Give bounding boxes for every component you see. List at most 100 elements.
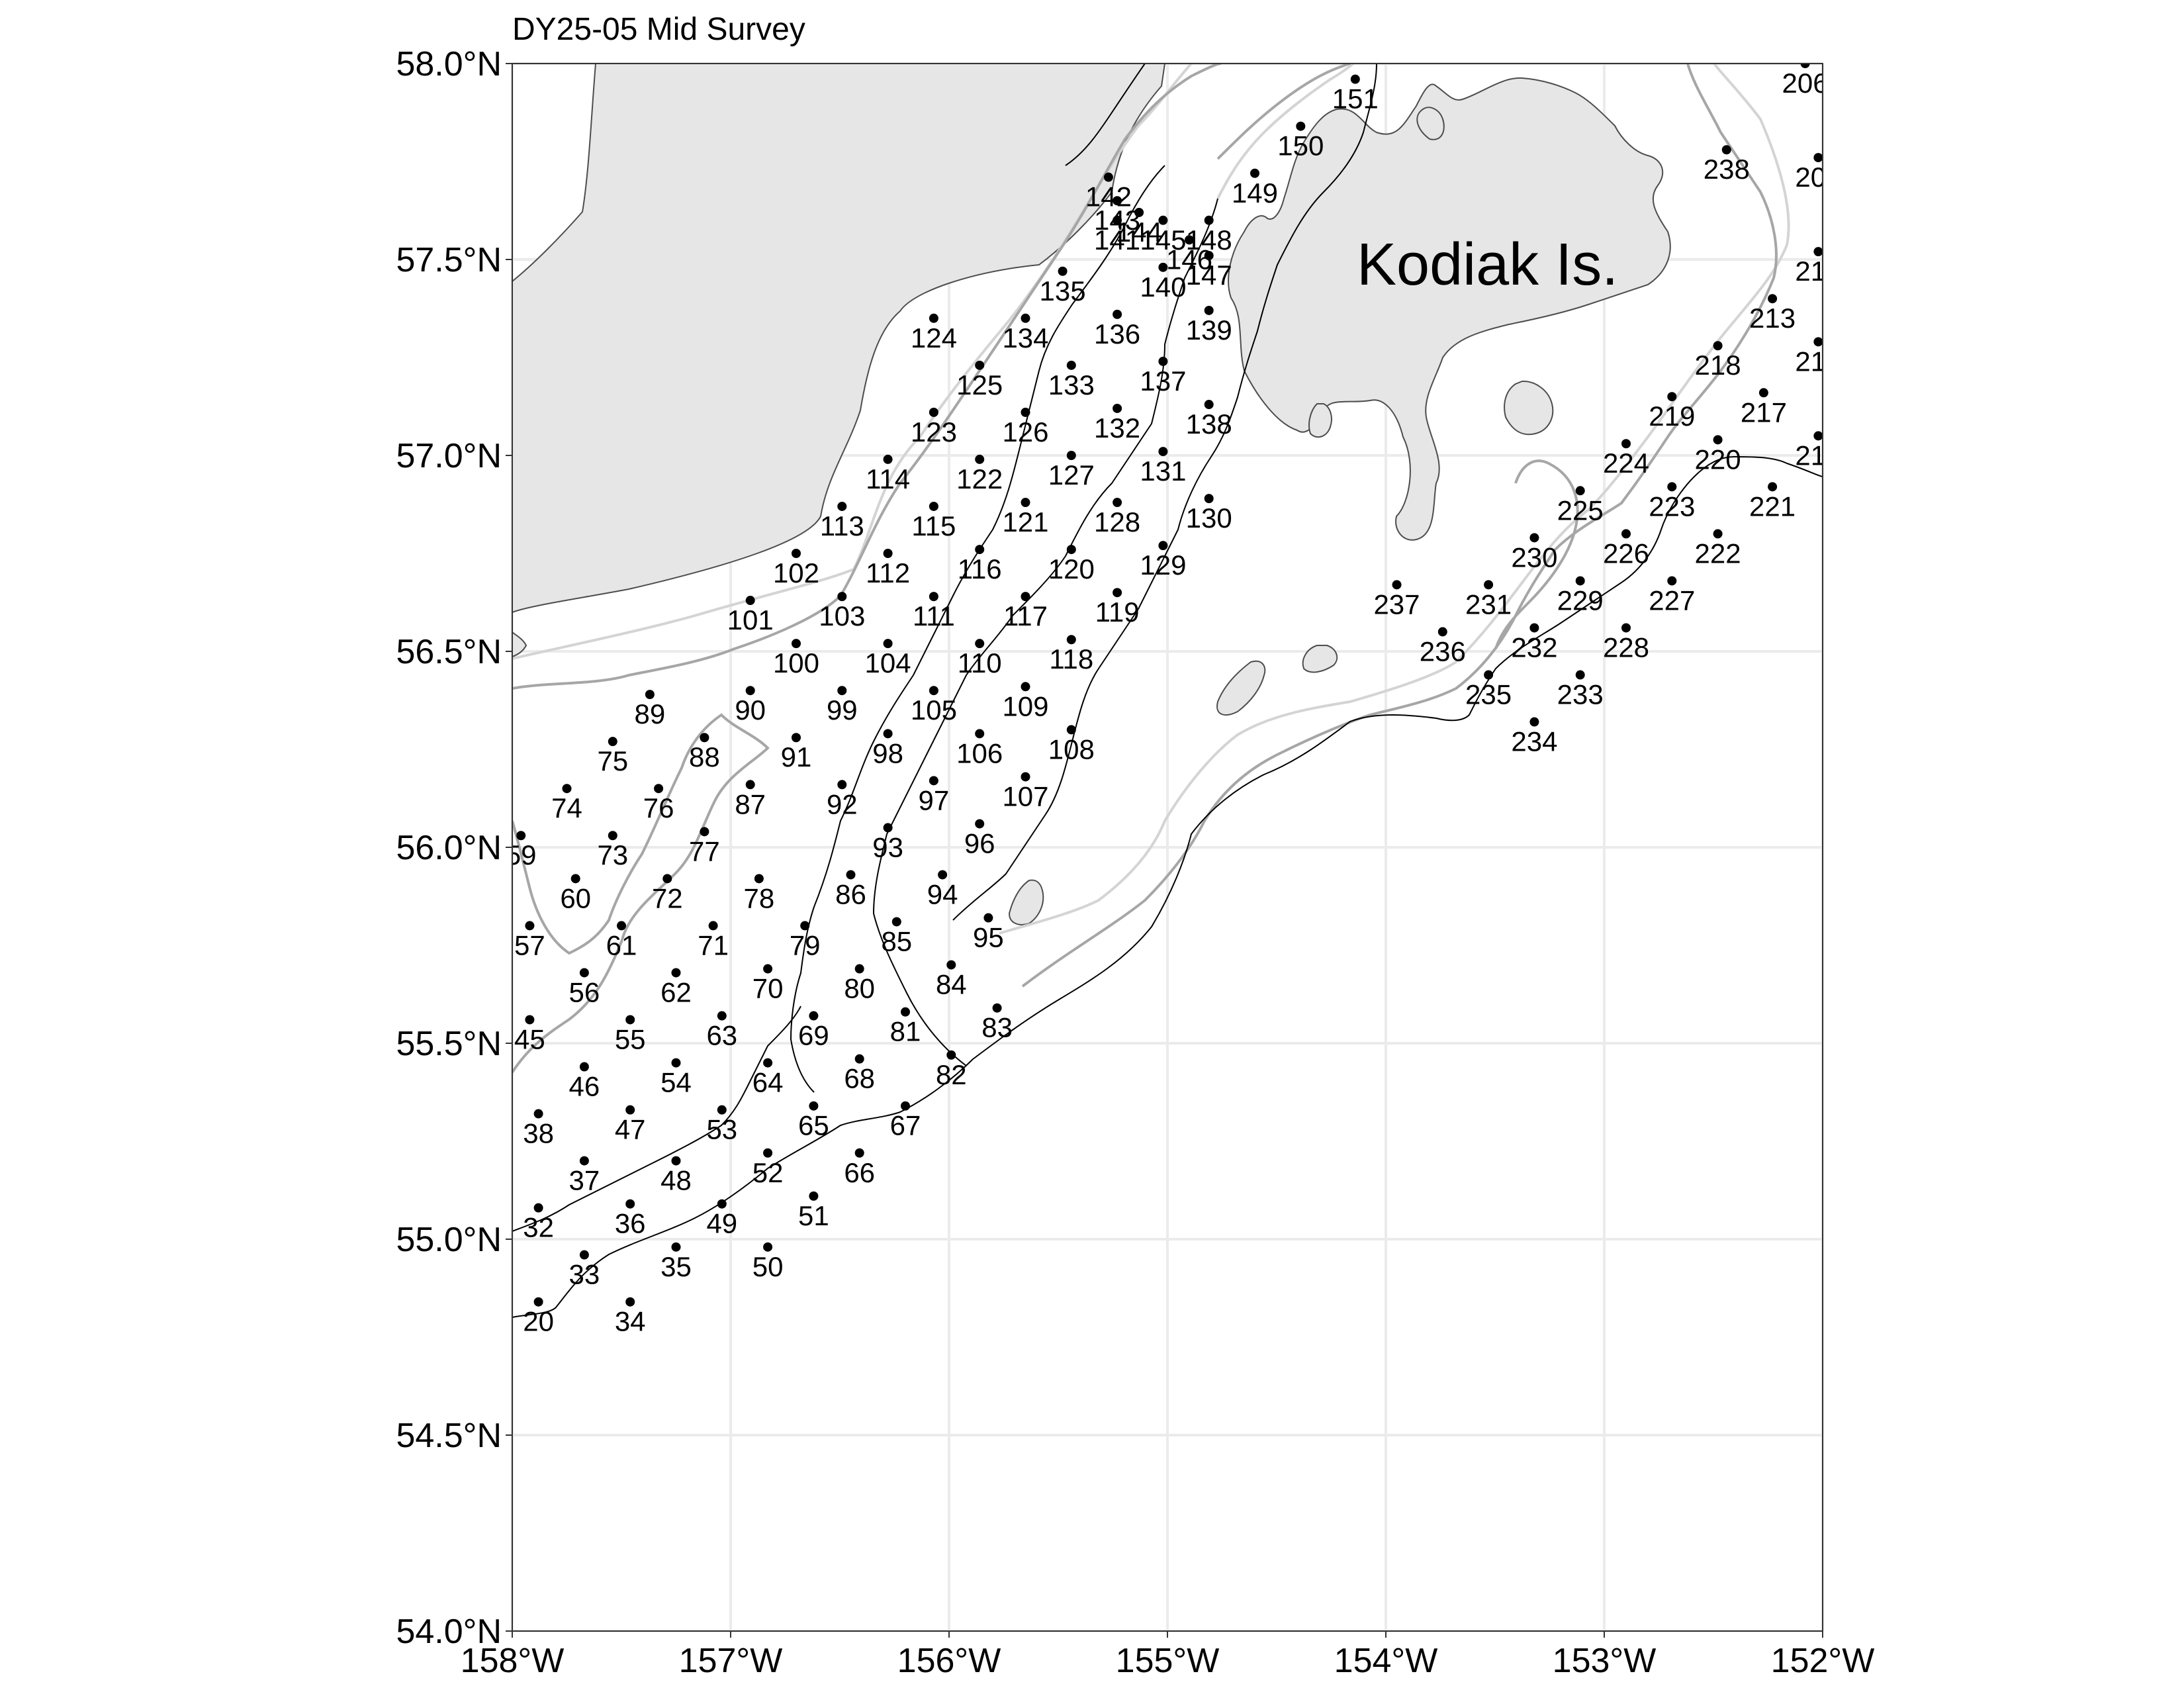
station-71[interactable]: 71 [698, 921, 729, 961]
station-107[interactable]: 107 [1002, 772, 1049, 812]
station-103[interactable]: 103 [819, 592, 865, 632]
station-73[interactable]: 73 [597, 831, 628, 870]
station-236[interactable]: 236 [1420, 627, 1466, 667]
station-147[interactable]: 147 [1186, 251, 1232, 291]
station-32[interactable]: 32 [523, 1203, 554, 1243]
station-68[interactable]: 68 [844, 1054, 875, 1094]
station-93[interactable]: 93 [872, 823, 903, 863]
station-151[interactable]: 151 [1332, 74, 1379, 115]
station-106[interactable]: 106 [956, 729, 1003, 769]
station-38[interactable]: 38 [523, 1109, 554, 1149]
station-226[interactable]: 226 [1603, 529, 1649, 569]
station-60[interactable]: 60 [560, 874, 591, 914]
station-206[interactable]: 206 [1782, 59, 1829, 99]
station-220[interactable]: 220 [1695, 435, 1741, 475]
station-47[interactable]: 47 [615, 1105, 646, 1145]
station-121[interactable]: 121 [1002, 498, 1049, 538]
station-100[interactable]: 100 [773, 639, 819, 679]
station-231[interactable]: 231 [1465, 580, 1512, 620]
station-80[interactable]: 80 [844, 964, 875, 1004]
station-230[interactable]: 230 [1511, 533, 1557, 573]
station-143[interactable]: 143 [1094, 196, 1140, 236]
station-83[interactable]: 83 [981, 1003, 1013, 1043]
station-105[interactable]: 105 [911, 686, 957, 726]
station-219[interactable]: 219 [1649, 392, 1695, 432]
station-205[interactable]: 205 [1795, 153, 1841, 193]
station-20[interactable]: 20 [523, 1297, 554, 1337]
station-101[interactable]: 101 [727, 596, 774, 635]
station-111[interactable]: 111 [913, 592, 955, 632]
station-127[interactable]: 127 [1048, 451, 1095, 491]
station-86[interactable]: 86 [835, 870, 866, 910]
station-90[interactable]: 90 [735, 686, 766, 726]
station-76[interactable]: 76 [643, 784, 674, 823]
station-57[interactable]: 57 [514, 921, 545, 961]
station-45[interactable]: 45 [514, 1015, 545, 1055]
station-225[interactable]: 225 [1557, 486, 1604, 526]
station-216[interactable]: 216 [1795, 431, 1841, 471]
station-61[interactable]: 61 [606, 921, 637, 961]
station-142[interactable]: 142 [1085, 172, 1132, 212]
station-144[interactable]: 144 [1116, 207, 1162, 248]
station-126[interactable]: 126 [1002, 407, 1049, 447]
station-148[interactable]: 148 [1186, 215, 1232, 256]
station-228[interactable]: 228 [1603, 623, 1649, 663]
station-232[interactable]: 232 [1511, 623, 1557, 663]
station-69[interactable]: 69 [798, 1011, 829, 1051]
station-224[interactable]: 224 [1603, 439, 1649, 479]
station-62[interactable]: 62 [660, 968, 692, 1008]
station-110[interactable]: 110 [958, 639, 1002, 679]
station-146[interactable]: 146 [1166, 235, 1212, 275]
station-113[interactable]: 113 [820, 501, 864, 541]
station-117[interactable]: 117 [1003, 592, 1048, 632]
station-72[interactable]: 72 [652, 874, 683, 914]
station-115[interactable]: 115 [911, 501, 956, 541]
station-34[interactable]: 34 [615, 1297, 646, 1337]
station-52[interactable]: 52 [752, 1148, 784, 1188]
station-114[interactable]: 114 [866, 454, 910, 494]
station-218[interactable]: 218 [1695, 341, 1741, 381]
station-104[interactable]: 104 [865, 639, 911, 679]
station-131[interactable]: 131 [1140, 447, 1186, 487]
station-51[interactable]: 51 [798, 1191, 829, 1231]
station-145[interactable]: 145 [1140, 215, 1186, 256]
station-234[interactable]: 234 [1511, 717, 1557, 757]
station-59[interactable]: 59 [506, 831, 537, 870]
station-235[interactable]: 235 [1465, 670, 1512, 710]
station-46[interactable]: 46 [569, 1062, 600, 1102]
station-87[interactable]: 87 [735, 780, 766, 820]
station-77[interactable]: 77 [689, 827, 720, 867]
station-66[interactable]: 66 [844, 1148, 875, 1188]
station-215[interactable]: 215 [1795, 337, 1841, 377]
station-53[interactable]: 53 [706, 1105, 737, 1145]
station-79[interactable]: 79 [790, 921, 821, 961]
station-122[interactable]: 122 [956, 454, 1003, 494]
station-50[interactable]: 50 [752, 1242, 784, 1282]
station-81[interactable]: 81 [890, 1007, 921, 1047]
station-75[interactable]: 75 [597, 737, 628, 776]
station-49[interactable]: 49 [706, 1199, 737, 1239]
station-55[interactable]: 55 [615, 1015, 646, 1055]
station-223[interactable]: 223 [1649, 482, 1695, 522]
station-84[interactable]: 84 [936, 960, 967, 1000]
station-128[interactable]: 128 [1094, 498, 1140, 538]
station-149[interactable]: 149 [1232, 168, 1278, 209]
station-140[interactable]: 140 [1140, 262, 1186, 303]
station-137[interactable]: 137 [1140, 356, 1186, 397]
station-217[interactable]: 217 [1741, 388, 1787, 428]
station-37[interactable]: 37 [569, 1156, 600, 1196]
station-56[interactable]: 56 [569, 968, 600, 1008]
station-150[interactable]: 150 [1277, 121, 1324, 162]
station-89[interactable]: 89 [635, 690, 666, 729]
station-136[interactable]: 136 [1094, 309, 1140, 350]
station-130[interactable]: 130 [1186, 494, 1232, 534]
station-102[interactable]: 102 [773, 549, 819, 588]
station-85[interactable]: 85 [881, 917, 912, 957]
station-134[interactable]: 134 [1002, 313, 1049, 353]
station-119[interactable]: 119 [1095, 588, 1140, 628]
station-141[interactable]: 141 [1094, 215, 1140, 256]
station-213[interactable]: 213 [1749, 294, 1796, 334]
station-78[interactable]: 78 [744, 874, 775, 914]
station-135[interactable]: 135 [1040, 266, 1086, 306]
station-237[interactable]: 237 [1373, 580, 1420, 620]
